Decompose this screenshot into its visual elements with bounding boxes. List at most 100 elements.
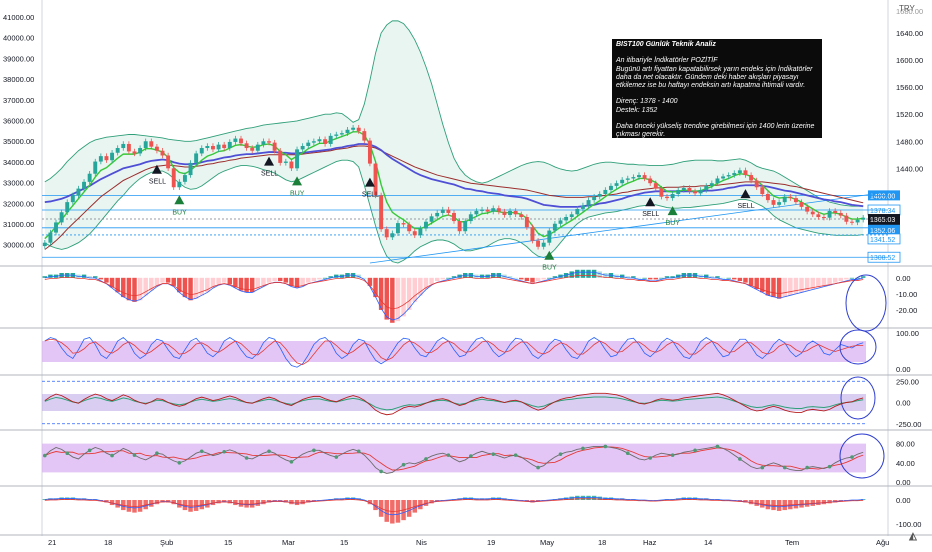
candle [177,179,182,190]
macd-bar [193,277,199,299]
candle-body [300,145,305,150]
buy-label: BUY [542,265,557,272]
candle-body [721,176,726,179]
candle-body [345,129,350,134]
macd-bar [670,276,675,278]
candle-body [199,148,204,154]
rsi-dot [782,465,787,470]
cci-pane: 250.00 0.00 -250.00 [42,377,921,429]
osc-bar [821,500,827,505]
candle-body [160,150,165,156]
candle-body [536,240,541,247]
tradingview-logo-icon[interactable]: ◭ [909,531,917,542]
candle-body [850,221,854,223]
candle [586,197,591,209]
candle [104,153,109,163]
macd-bar [810,277,815,290]
candle-body [328,135,333,144]
candle [760,184,765,197]
candle [799,199,804,210]
candle [457,218,462,234]
macd-bar [664,276,670,278]
candle [395,220,400,236]
buy-arrow-icon [292,176,303,186]
macd-signal-line [44,275,864,310]
candle [54,219,58,236]
candle-body [418,228,423,236]
candle-body [267,141,271,143]
time-axis-tick: 18 [104,538,112,547]
candle [850,219,854,226]
sell-label: SELL [149,179,166,186]
candle-body [524,217,529,228]
candle [132,148,137,157]
left-axis-tick: 34000.00 [3,158,34,167]
macd-bar [109,277,115,288]
candle-body [749,175,754,181]
sell-label: SELL [642,211,659,218]
candle-body [110,152,115,161]
osc-bar [569,496,574,500]
note-line-4: Destek: 1352 [616,106,658,114]
candle [721,173,726,182]
candle-body [502,211,507,215]
candle [861,214,866,223]
time-axis-tick: Haz [643,538,657,547]
time-axis-tick: 21 [48,538,56,547]
candle [194,150,199,166]
right-axis-tick: 1520.00 [896,110,923,119]
candle [653,180,658,192]
macd-bar [367,277,373,286]
osc-bar [300,500,305,505]
price-tag-label: 1365.03 [870,217,895,224]
candle [496,205,501,215]
osc-line [44,496,864,516]
macd-bar [653,277,659,280]
osc-bar [261,500,266,505]
candle [188,160,193,178]
bollinger-upper-line [44,20,864,207]
macd-bar [748,277,754,286]
osc-bar [154,500,160,505]
rsi-axis-tick: 80.00 [896,440,915,449]
macd-bar [210,277,216,288]
osc-bar [810,500,815,506]
cci-axis-tick: 0.00 [896,399,911,408]
candle [547,227,552,246]
candle [737,167,742,176]
candle-body [541,242,546,247]
candle [597,191,602,200]
macd-bar [793,277,799,294]
candle [575,206,580,218]
candle-body [222,144,227,149]
time-axis-tick: 15 [224,538,232,547]
candle [580,202,585,212]
candle [704,183,709,193]
macd-bar [300,277,305,286]
macd-bar [715,276,720,278]
left-axis-tick: 36000.00 [3,117,34,126]
macd-bar [154,277,160,286]
macd-bar [631,276,636,278]
rsi-dot [513,453,518,457]
candle [642,172,647,182]
rsi-dot [244,456,249,460]
candle-body [805,206,810,212]
osc-bar [429,500,434,504]
annotation-circle [839,433,885,479]
candle-body [115,148,120,153]
candle-body [564,217,569,221]
candles [42,125,866,250]
osc-bar [294,500,300,506]
candle [59,209,64,226]
macd-bar [373,277,378,298]
candle-body [278,150,283,163]
candle-body [384,229,389,238]
candle [838,210,843,219]
candle-body [653,183,658,189]
left-axis-tick: 31000.00 [3,220,34,229]
candle [339,130,344,138]
candle [418,225,423,238]
candle [524,214,529,230]
candle-body [143,141,148,149]
